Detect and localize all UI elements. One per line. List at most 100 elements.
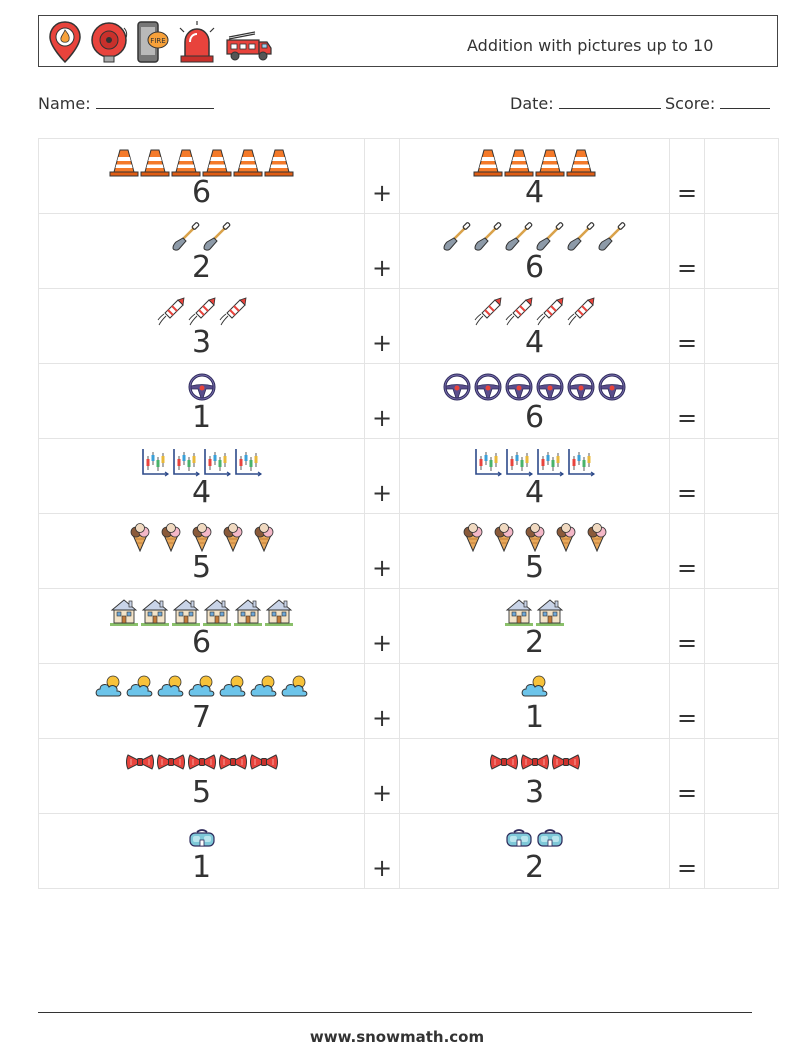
- score-field: Score:: [665, 94, 771, 113]
- answer-cell[interactable]: [704, 663, 779, 739]
- cloud-sun-icon: [94, 672, 124, 702]
- problems-grid: 6 + 4 = 2 +: [38, 138, 779, 889]
- cloud-sun-icon: [520, 672, 550, 702]
- answer-cell[interactable]: [704, 588, 779, 664]
- vr-goggles-icon: [187, 822, 217, 852]
- equals-cell: =: [669, 813, 705, 889]
- answer-cell[interactable]: [704, 138, 779, 214]
- cloud-sun-icon: [125, 672, 155, 702]
- addend-a-number: 5: [191, 550, 212, 585]
- shovel-icon: [597, 222, 627, 252]
- addend-b-number: 6: [524, 400, 545, 435]
- addend-b-cell: 4: [399, 138, 670, 214]
- bow-tie-icon: [187, 747, 217, 777]
- name-field: Name:: [38, 94, 214, 113]
- score-blank[interactable]: [720, 94, 771, 109]
- answer-cell[interactable]: [704, 288, 779, 364]
- ice-cream-cone-icon: [249, 522, 279, 552]
- plus-sign: +: [371, 704, 393, 732]
- problem-row: 5 +: [38, 513, 779, 589]
- answer-cell[interactable]: [704, 213, 779, 289]
- name-blank[interactable]: [95, 94, 214, 109]
- traffic-cone-icon: [171, 147, 201, 177]
- plus-cell: +: [364, 213, 400, 289]
- addend-b-cell: 3: [399, 738, 670, 814]
- icon-group: [109, 147, 294, 177]
- candlestick-chart-icon: [566, 447, 596, 477]
- addend-a-number: 1: [191, 850, 212, 885]
- problem-row: 7 + 1 =: [38, 663, 779, 739]
- shovel-icon: [473, 222, 503, 252]
- vr-goggles-icon: [504, 822, 534, 852]
- siren-icon: [179, 21, 215, 63]
- addend-b-cell: 1: [399, 663, 670, 739]
- answer-cell[interactable]: [704, 813, 779, 889]
- house-icon: [202, 597, 232, 627]
- firework-rocket-icon: [473, 297, 503, 327]
- candlestick-chart-icon: [504, 447, 534, 477]
- page-title: Addition with pictures up to 10: [467, 36, 714, 55]
- addend-b-number: 2: [524, 625, 545, 660]
- traffic-cone-icon: [109, 147, 139, 177]
- problem-row: 1 + 2 =: [38, 813, 779, 889]
- addend-a-number: 4: [191, 475, 212, 510]
- addend-b-cell: 6: [399, 213, 670, 289]
- problem-row: 2 + 6 =: [38, 213, 779, 289]
- house-icon: [109, 597, 139, 627]
- cloud-sun-icon: [187, 672, 217, 702]
- candlestick-chart-icon: [473, 447, 503, 477]
- steering-wheel-icon: [535, 372, 565, 402]
- traffic-cone-icon: [504, 147, 534, 177]
- shovel-icon: [171, 222, 201, 252]
- house-icon: [233, 597, 263, 627]
- addend-a-number: 6: [191, 625, 212, 660]
- answer-cell[interactable]: [704, 513, 779, 589]
- icon-group: [187, 372, 217, 402]
- house-icon: [140, 597, 170, 627]
- date-blank[interactable]: [558, 94, 661, 109]
- answer-cell[interactable]: [704, 738, 779, 814]
- candlestick-chart-icon: [202, 447, 232, 477]
- icon-group: [489, 747, 581, 777]
- icon-group: [140, 447, 263, 477]
- equals-sign: =: [676, 479, 698, 507]
- candlestick-chart-icon: [171, 447, 201, 477]
- cloud-sun-icon: [280, 672, 310, 702]
- shovel-icon: [442, 222, 472, 252]
- plus-sign: +: [371, 779, 393, 807]
- addend-a-cell: 4: [38, 438, 365, 514]
- equals-sign: =: [676, 704, 698, 732]
- equals-sign: =: [676, 254, 698, 282]
- addend-a-number: 7: [191, 700, 212, 735]
- problem-row: 6 + 2 =: [38, 588, 779, 664]
- icon-group: [125, 522, 279, 552]
- firework-rocket-icon: [504, 297, 534, 327]
- firework-rocket-icon: [566, 297, 596, 327]
- answer-cell[interactable]: [704, 363, 779, 439]
- firework-rocket-icon: [156, 297, 186, 327]
- icon-group: [109, 597, 294, 627]
- bow-tie-icon: [489, 747, 519, 777]
- plus-cell: +: [364, 288, 400, 364]
- plus-cell: +: [364, 738, 400, 814]
- plus-sign: +: [371, 329, 393, 357]
- steering-wheel-icon: [187, 372, 217, 402]
- addend-b-cell: 5: [399, 513, 670, 589]
- equals-sign: =: [676, 629, 698, 657]
- house-icon: [535, 597, 565, 627]
- addend-b-number: 2: [524, 850, 545, 885]
- addend-b-number: 6: [524, 250, 545, 285]
- addend-b-cell: 4: [399, 438, 670, 514]
- addend-a-cell: 1: [38, 363, 365, 439]
- plus-cell: +: [364, 663, 400, 739]
- addend-a-number: 1: [191, 400, 212, 435]
- equals-sign: =: [676, 779, 698, 807]
- addend-b-number: 5: [524, 550, 545, 585]
- fire-alarm-bell-icon: [91, 22, 128, 63]
- firework-rocket-icon: [535, 297, 565, 327]
- addend-a-number: 6: [191, 175, 212, 210]
- equals-sign: =: [676, 854, 698, 882]
- answer-cell[interactable]: [704, 438, 779, 514]
- steering-wheel-icon: [597, 372, 627, 402]
- cloud-sun-icon: [156, 672, 186, 702]
